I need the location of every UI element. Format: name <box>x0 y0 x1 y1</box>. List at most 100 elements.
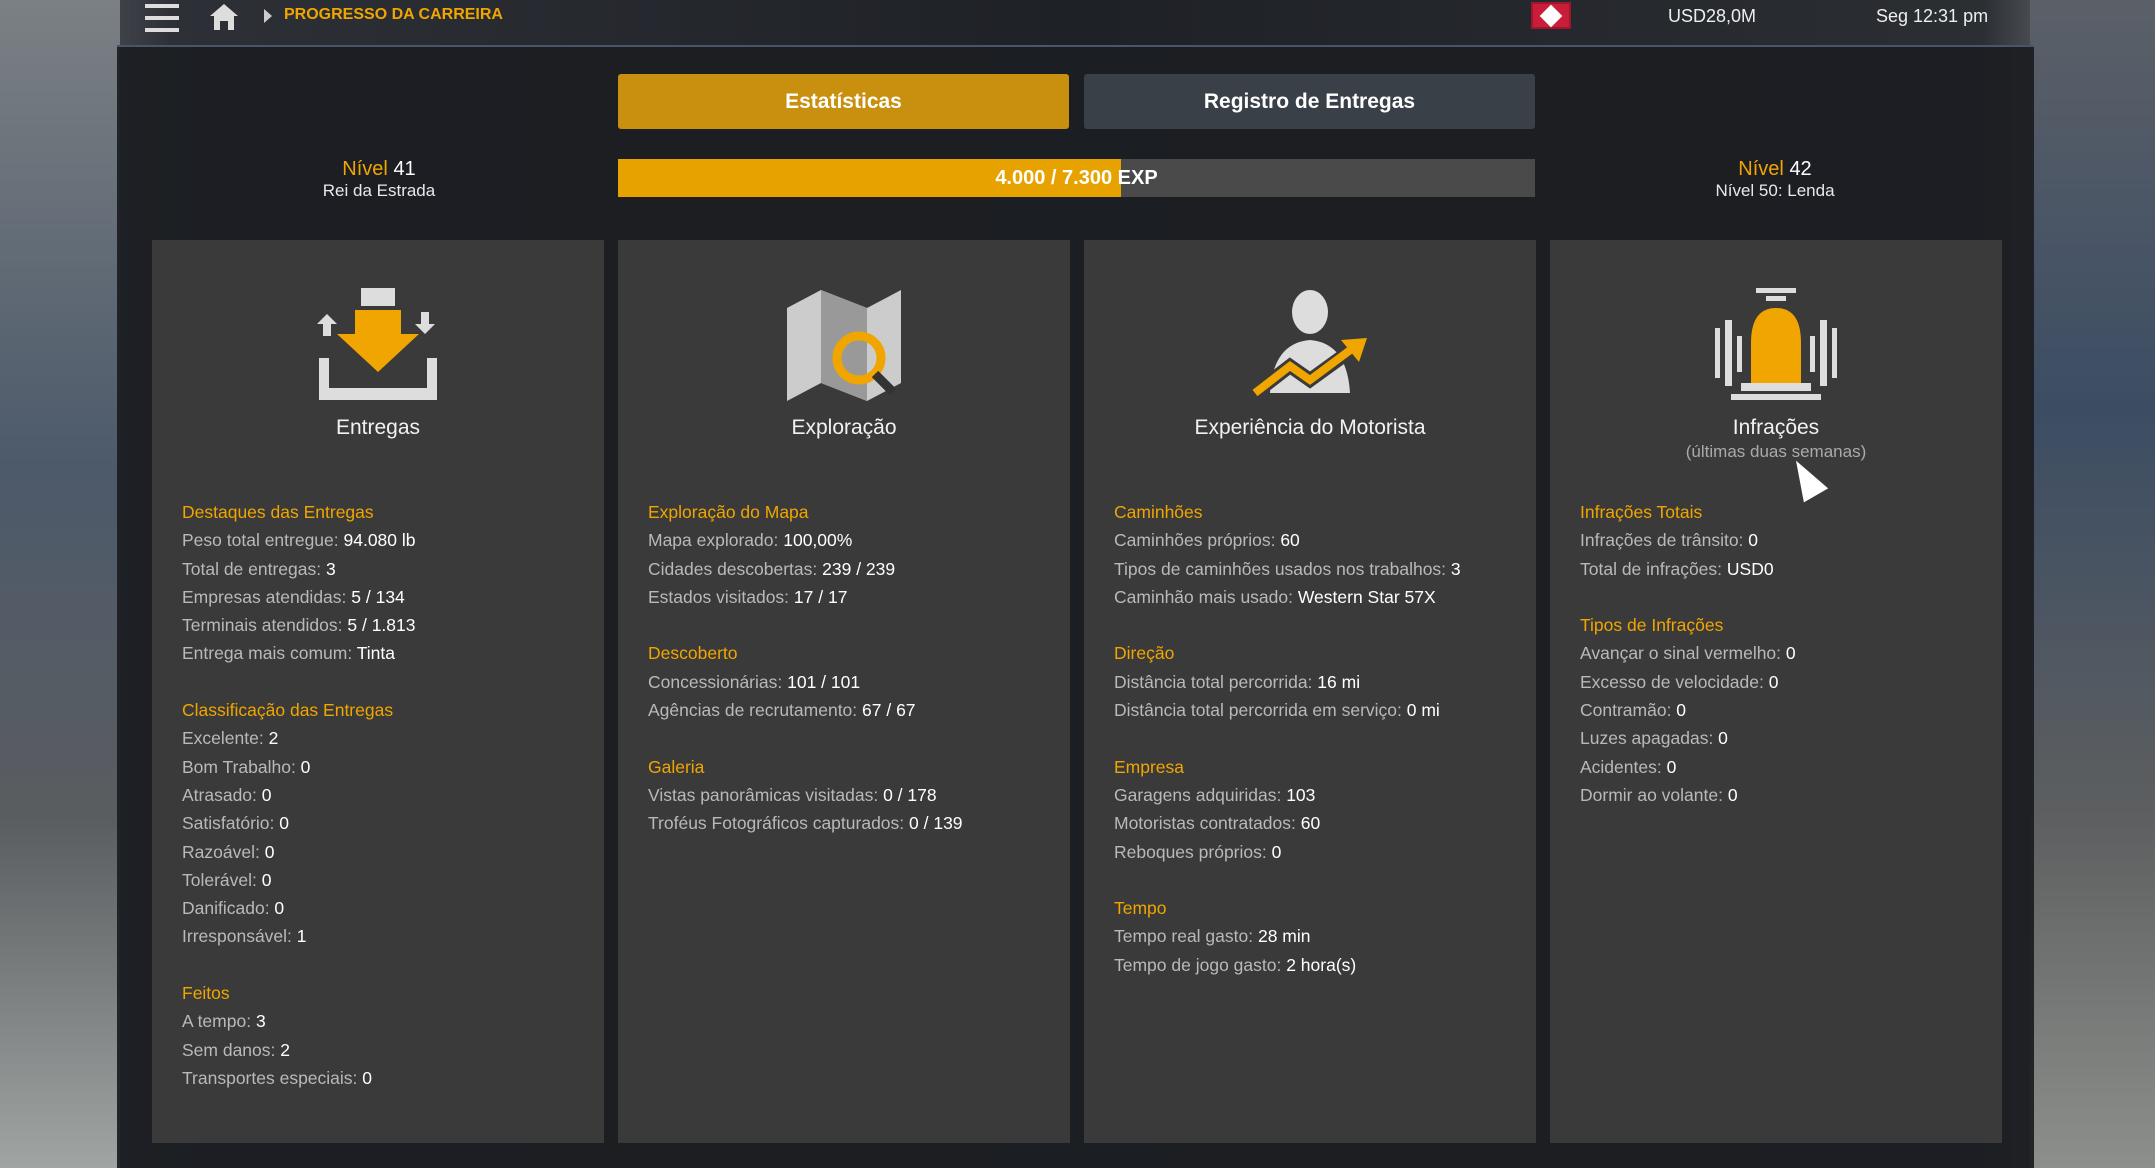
level-title: Rei da Estrada <box>322 181 436 200</box>
stat-row: Total de infrações: USD0 <box>1580 555 1992 583</box>
stat-row: Distância total percorrida em serviço: 0… <box>1114 696 1526 724</box>
stat-label: Agências de recrutamento: <box>648 700 863 721</box>
stat-label: Contramão: <box>1580 700 1677 721</box>
section-heading: Direção <box>1114 643 1175 664</box>
stat-label: Estados visitados: <box>648 586 794 607</box>
stat-value: 0 <box>1768 671 1779 692</box>
stat-row: Tolerável: 0 <box>182 866 594 894</box>
stat-row: Luzes apagadas: 0 <box>1580 724 1992 752</box>
stat-label: Mapa explorado: <box>648 530 784 551</box>
stat-value: 0 <box>1785 643 1796 664</box>
stat-value: 0 mi <box>1406 700 1440 721</box>
next-level-number: 42 <box>1789 158 1812 180</box>
stats-section: Feitos A tempo: 3 Sem danos: 2 Transportes … <box>182 979 594 1092</box>
stat-row: Tipos de caminhões usados nos trabalhos:… <box>1114 555 1526 583</box>
card-title: Entregas <box>335 416 421 439</box>
home-icon[interactable] <box>208 2 240 32</box>
stat-label: Danificado: <box>182 898 275 919</box>
stat-label: Caminhão mais usado: <box>1114 586 1298 607</box>
section-heading: Tempo <box>1114 898 1167 919</box>
section-heading: Descoberto <box>648 643 738 664</box>
exp-progress-bar: 4.000 / 7.300 EXP <box>618 159 1535 197</box>
exp-value: 4.000 / 7.300 <box>995 166 1113 189</box>
stat-value: 103 <box>1286 784 1316 805</box>
breadcrumb[interactable]: PROGRESSO DA CARREIRA <box>284 6 503 23</box>
background-garage-left <box>0 0 120 1168</box>
stat-value: 0 <box>1676 700 1687 721</box>
section-heading: Infrações Totais <box>1580 502 1703 522</box>
stat-value: 94.080 lb <box>343 530 416 551</box>
tab-delivery-log[interactable]: Registro de Entregas <box>1084 74 1535 129</box>
card-title: Infrações <box>1732 416 1820 439</box>
stat-label: Total de entregas: <box>182 558 326 579</box>
driver-growth-icon <box>1245 288 1375 403</box>
stat-row: Tempo de jogo gasto: 2 hora(s) <box>1114 951 1526 979</box>
stat-label: Tolerável: <box>182 869 262 890</box>
stat-label: Dormir ao volante: <box>1580 784 1728 805</box>
stat-label: Motoristas contratados: <box>1114 813 1301 834</box>
stat-row: Acidentes: 0 <box>1580 753 1992 781</box>
stat-label: A tempo: <box>182 1011 256 1032</box>
stats-section: Classificação das Entregas Excelente: 2 Bo… <box>182 696 594 951</box>
stat-value: 0 <box>300 756 311 777</box>
stat-label: Sem danos: <box>182 1039 281 1060</box>
card-exploration: Exploração Exploração do Mapa Mapa explor… <box>618 240 1070 1143</box>
stat-value: 2 <box>268 728 279 749</box>
stat-label: Entrega mais comum: <box>182 643 357 664</box>
stat-value: 5 / 1.813 <box>347 615 416 636</box>
stat-value: 2 hora(s) <box>1286 954 1357 975</box>
section-heading: Caminhões <box>1114 502 1203 522</box>
top-bar: PROGRESSO DA CARREIRA USD28,0M Seg 12:31… <box>0 0 2155 42</box>
stat-label: Distância total percorrida: <box>1114 671 1318 692</box>
section-heading: Destaques das Entregas <box>182 502 374 522</box>
stat-row: Entrega mais comum: Tinta <box>182 639 594 667</box>
stats-section: Galeria Vistas panorâmicas visitadas: 0 /… <box>648 753 1060 838</box>
stats-section: Destaques das Entregas Peso total entregu… <box>182 498 594 668</box>
stat-row: Razoável: 0 <box>182 838 594 866</box>
stat-label: Caminhões próprios: <box>1114 530 1281 551</box>
stat-label: Irresponsável: <box>182 926 297 947</box>
stat-row: Total de entregas: 3 <box>182 555 594 583</box>
stat-row: Troféus Fotográficos capturados: 0 / 139 <box>648 809 1060 837</box>
menu-icon[interactable] <box>145 4 179 32</box>
breadcrumb-chevron-icon <box>264 9 272 23</box>
stat-row: Peso total entregue: 94.080 lb <box>182 526 594 554</box>
stat-row: Satisfatório: 0 <box>182 809 594 837</box>
stats-section: Tipos de Infrações Avançar o sinal vermel… <box>1580 611 1992 809</box>
tab-statistics[interactable]: Estatísticas <box>618 74 1069 129</box>
stat-value: 5 / 134 <box>351 586 405 607</box>
stat-value: Tinta <box>356 643 396 664</box>
stat-label: Atrasado: <box>182 784 262 805</box>
stats-section: Descoberto Concessionárias: 101 / 101 Agên… <box>648 639 1060 724</box>
section-heading: Empresa <box>1114 756 1185 777</box>
stat-row: Agências de recrutamento: 67 / 67 <box>648 696 1060 724</box>
stat-row: Excesso de velocidade: 0 <box>1580 668 1992 696</box>
stat-label: Acidentes: <box>1580 756 1667 777</box>
stat-value: 2 <box>280 1039 290 1060</box>
stat-row: Excelente: 2 <box>182 724 594 752</box>
section-heading: Classificação das Entregas <box>182 700 394 721</box>
stat-row: Irresponsável: 1 <box>182 922 594 950</box>
stat-row: Sem danos: 2 <box>182 1036 594 1064</box>
stat-value: 100,00% <box>783 530 853 551</box>
section-heading: Tipos de Infrações <box>1580 615 1724 636</box>
stat-label: Avançar o sinal vermelho: <box>1580 643 1786 664</box>
stat-value: 17 / 17 <box>793 586 848 607</box>
stat-row: Bom Trabalho: 0 <box>182 753 594 781</box>
stat-value: 0 / 139 <box>909 813 963 834</box>
stat-value: USD0 <box>1726 558 1774 579</box>
stat-label: Vistas panorâmicas visitadas: <box>648 784 884 805</box>
card-title: Experiência do Motorista <box>1194 416 1426 439</box>
exp-unit: EXP <box>1117 166 1158 189</box>
stat-value: 60 <box>1280 530 1300 551</box>
stat-value: 0 / 178 <box>883 784 937 805</box>
stat-row: Infrações de trânsito: 0 <box>1580 526 1992 554</box>
stats-section: Tempo Tempo real gasto: 28 min Tempo de jo… <box>1114 894 1526 979</box>
stat-value: 3 <box>1450 558 1461 579</box>
stat-row: Reboques próprios: 0 <box>1114 838 1526 866</box>
stat-value: 1 <box>296 926 307 947</box>
stat-label: Total de infrações: <box>1580 558 1727 579</box>
stat-label: Bom Trabalho: <box>182 756 301 777</box>
level-number: 41 <box>393 158 416 180</box>
stat-label: Excelente: <box>182 728 269 749</box>
